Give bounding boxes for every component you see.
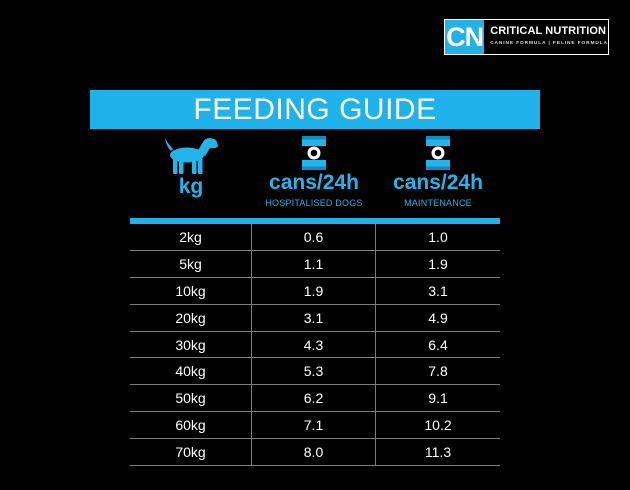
weight-cell: 40kg bbox=[130, 358, 252, 385]
dog-icon bbox=[165, 138, 218, 174]
table-row: 50kg 6.2 9.1 bbox=[130, 385, 500, 413]
table-row: 20kg 3.1 4.9 bbox=[130, 304, 500, 332]
column-sub-hospitalised: HOSPITALISED DOGS bbox=[265, 198, 363, 208]
brand-logo: CN CRITICAL NUTRITION CANINE FORMULA | F… bbox=[444, 19, 609, 55]
maintenance-cell: 1.0 bbox=[428, 229, 448, 245]
table-row: 70kg 8.0 11.3 bbox=[130, 439, 500, 467]
maintenance-cell: 11.3 bbox=[424, 444, 452, 461]
weight-cell: 20kg bbox=[130, 304, 252, 331]
column-label-weight: kg bbox=[178, 175, 204, 198]
logo-subtitle: CANINE FORMULA | FELINE FORMULA bbox=[490, 41, 608, 46]
logo-mark: CN bbox=[445, 20, 485, 54]
weight-cell: 70kg bbox=[130, 439, 252, 466]
table-row: 10kg 1.9 3.1 bbox=[130, 277, 500, 305]
maintenance-cell: 6.4 bbox=[428, 336, 448, 353]
column-label-hospitalised: cans/24h bbox=[269, 171, 359, 194]
feeding-table: 2kg 0.6 1.0 5kg 1.1 1.9 10kg 1.9 3.1 20kg 3.1 4.9 30… bbox=[130, 224, 500, 467]
column-label-maintenance: cans/24h bbox=[393, 171, 483, 194]
weight-cell: 50kg bbox=[130, 385, 252, 412]
weight-cell: 60kg bbox=[130, 412, 252, 439]
maintenance-cell: 7.8 bbox=[428, 363, 448, 380]
hospitalised-cell: 5.3 bbox=[252, 358, 376, 385]
table-row: 5kg 1.1 1.9 bbox=[130, 250, 500, 278]
hospitalised-cell: 3.1 bbox=[252, 304, 376, 331]
can-icon bbox=[302, 136, 326, 170]
maintenance-cell: 1.9 bbox=[428, 255, 448, 272]
logo-text-block: CRITICAL NUTRITION CANINE FORMULA | FELI… bbox=[484, 20, 608, 54]
maintenance-cell: 4.9 bbox=[428, 309, 448, 326]
hospitalised-cell: 6.2 bbox=[252, 385, 376, 412]
weight-cell: 10kg bbox=[130, 277, 252, 304]
maintenance-cell: 9.1 bbox=[428, 390, 448, 407]
hospitalised-cell: 7.1 bbox=[252, 412, 376, 439]
weight-cell: 30kg bbox=[130, 331, 252, 358]
maintenance-cell: 10.2 bbox=[424, 417, 452, 434]
column-sub-maintenance: MAINTENANCE bbox=[404, 198, 472, 208]
header-divider bbox=[130, 218, 500, 224]
hospitalised-cell: 0.6 bbox=[252, 224, 376, 250]
page-title: FEEDING GUIDE bbox=[90, 90, 540, 129]
hospitalised-cell: 4.3 bbox=[252, 331, 376, 358]
table-row: 60kg 7.1 10.2 bbox=[130, 412, 500, 440]
table-row: 40kg 5.3 7.8 bbox=[130, 358, 500, 386]
column-header-hospitalised: cans/24h HOSPITALISED DOGS bbox=[252, 134, 376, 208]
maintenance-cell: 3.1 bbox=[428, 282, 448, 299]
column-header-maintenance: cans/24h MAINTENANCE bbox=[376, 134, 500, 208]
table-row: 30kg 4.3 6.4 bbox=[130, 331, 500, 359]
hospitalised-cell: 8.0 bbox=[252, 439, 376, 466]
column-header-weight: kg bbox=[130, 134, 252, 198]
weight-cell: 2kg bbox=[130, 224, 252, 250]
can-icon bbox=[426, 136, 450, 170]
hospitalised-cell: 1.1 bbox=[252, 250, 376, 277]
weight-cell: 5kg bbox=[130, 250, 252, 277]
hospitalised-cell: 1.9 bbox=[252, 277, 376, 304]
table-row: 2kg 0.6 1.0 bbox=[130, 224, 500, 251]
logo-title: CRITICAL NUTRITION bbox=[490, 25, 607, 37]
